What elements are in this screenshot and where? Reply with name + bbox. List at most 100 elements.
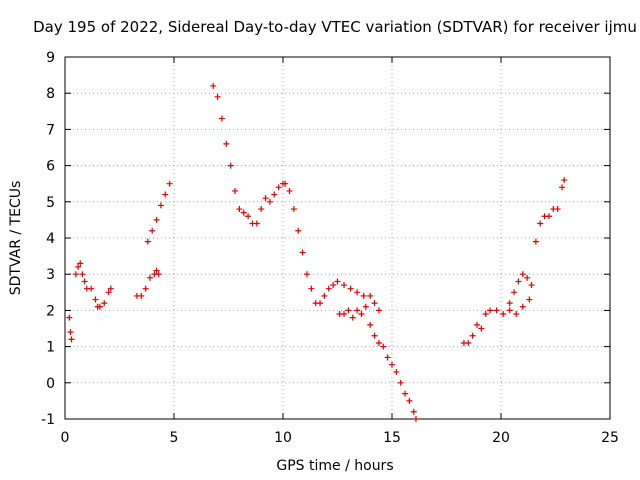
y-tick-label: 3 <box>46 267 55 283</box>
data-point <box>397 379 404 386</box>
data-point <box>79 271 86 278</box>
y-tick-label: 7 <box>46 122 55 138</box>
data-point <box>107 285 114 292</box>
data-point <box>142 285 149 292</box>
data-point <box>532 238 539 245</box>
data-point <box>105 289 112 296</box>
data-point <box>262 195 269 202</box>
series-segment-10 <box>532 177 568 245</box>
data-point <box>240 209 247 216</box>
data-point <box>153 267 160 274</box>
data-point <box>500 311 507 318</box>
data-point <box>81 278 88 285</box>
data-point <box>465 339 472 346</box>
series-segment-7 <box>336 303 419 422</box>
data-point <box>275 184 282 191</box>
y-tick-label: 0 <box>46 376 55 392</box>
data-point <box>354 307 361 314</box>
y-tick-label: 5 <box>46 195 55 211</box>
data-point <box>393 368 400 375</box>
data-point <box>545 213 552 220</box>
y-tick-label: 8 <box>46 86 55 102</box>
data-point <box>341 311 348 318</box>
x-tick-label: 10 <box>274 430 292 446</box>
data-point <box>380 343 387 350</box>
grid <box>65 57 610 419</box>
axis-ticks: -1 0 1 2 3 4 5 6 7 8 9 0 5 10 15 20 25 <box>41 50 619 446</box>
x-tick-label: 15 <box>383 430 401 446</box>
x-tick-label: 5 <box>170 430 179 446</box>
data-point <box>515 278 522 285</box>
data-point <box>157 202 164 209</box>
data-point <box>253 220 260 227</box>
data-point <box>412 416 419 422</box>
data-point <box>210 82 217 89</box>
data-point <box>101 300 108 307</box>
series-segment-3 <box>133 267 162 299</box>
data-point <box>362 303 369 310</box>
data-point <box>406 397 413 404</box>
data-point <box>410 408 417 415</box>
data-point <box>519 271 526 278</box>
data-point <box>360 292 367 299</box>
data-point <box>232 187 239 194</box>
data-point <box>347 285 354 292</box>
data-point <box>375 307 382 314</box>
data-point <box>371 332 378 339</box>
series-segment-6 <box>286 187 382 314</box>
data-point <box>299 249 306 256</box>
data-point <box>330 282 337 289</box>
data-point <box>236 206 243 213</box>
data-point <box>349 314 356 321</box>
plot-frame <box>64 56 611 420</box>
data-point <box>162 191 169 198</box>
data-points <box>66 82 568 422</box>
data-point <box>513 311 520 318</box>
data-point <box>166 180 173 187</box>
data-point <box>506 300 513 307</box>
x-tick-label: 0 <box>61 430 70 446</box>
data-point <box>218 115 225 122</box>
data-point <box>474 321 481 328</box>
data-point <box>511 289 518 296</box>
data-point <box>469 332 476 339</box>
y-tick-label: 1 <box>46 340 55 356</box>
data-point <box>303 271 310 278</box>
data-point <box>367 292 374 299</box>
data-point <box>487 307 494 314</box>
data-point <box>214 93 221 100</box>
data-point <box>67 329 74 336</box>
data-point <box>138 292 145 299</box>
data-point <box>341 282 348 289</box>
data-point <box>153 216 160 223</box>
y-tick-label: 4 <box>46 231 55 247</box>
data-point <box>334 278 341 285</box>
data-point <box>66 314 73 321</box>
data-point <box>227 162 234 169</box>
x-tick-label: 20 <box>492 430 510 446</box>
data-point <box>77 260 84 267</box>
data-point <box>295 227 302 234</box>
data-point <box>358 311 365 318</box>
y-tick-label: 2 <box>46 303 55 319</box>
data-point <box>561 177 568 184</box>
data-point <box>367 321 374 328</box>
data-point <box>72 271 79 278</box>
data-point <box>482 311 489 318</box>
data-point <box>68 336 75 343</box>
data-point <box>384 354 391 361</box>
data-point <box>321 292 328 299</box>
data-point <box>271 191 278 198</box>
data-point <box>345 307 352 314</box>
data-point <box>524 274 531 281</box>
data-point <box>258 206 265 213</box>
y-tick-label: -1 <box>41 412 55 428</box>
data-point <box>308 285 315 292</box>
data-point <box>144 238 151 245</box>
y-tick-label: 9 <box>46 50 55 66</box>
x-tick-label: 25 <box>601 430 619 446</box>
data-point <box>528 282 535 289</box>
data-point <box>282 180 289 187</box>
data-point <box>537 220 544 227</box>
